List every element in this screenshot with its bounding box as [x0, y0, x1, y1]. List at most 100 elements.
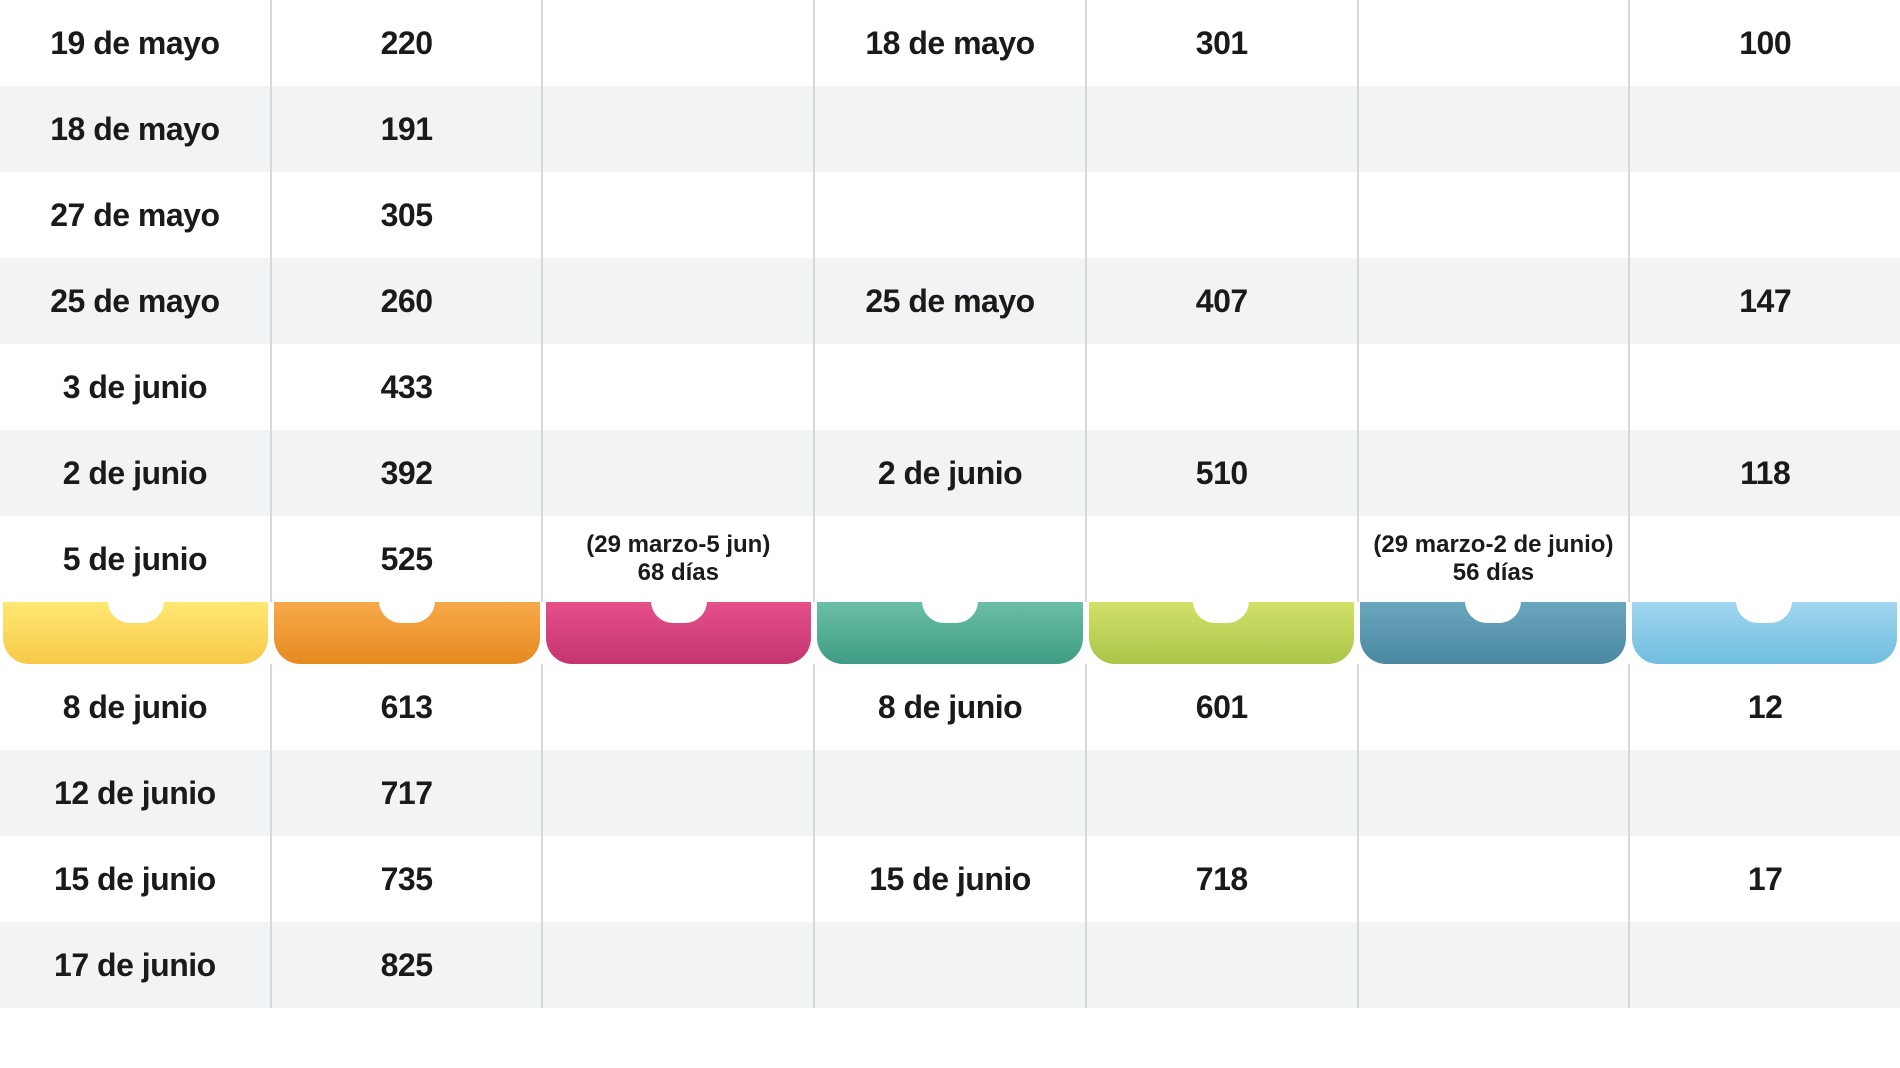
band-1 [3, 602, 268, 664]
date-cell: 5 de junio [63, 541, 207, 578]
table-cell: 433 [271, 344, 543, 430]
table-row: 19 de mayo 220 18 de mayo 301 100 [0, 0, 1900, 86]
table-cell [1358, 258, 1630, 344]
value-cell: 220 [381, 25, 433, 62]
date-cell: 12 de junio [54, 775, 216, 812]
table-cell: 27 de mayo [0, 172, 271, 258]
date-cell: 18 de mayo [865, 25, 1034, 62]
date-cell: 27 de mayo [50, 197, 219, 234]
table-cell: 100 [1629, 0, 1900, 86]
table-row: 25 de mayo26025 de mayo407147 [0, 258, 1900, 344]
table-cell: 19 de mayo [0, 0, 271, 86]
value-cell: 407 [1196, 283, 1248, 320]
table-cell [1358, 664, 1630, 750]
value-cell: 301 [1196, 25, 1248, 62]
value-cell: 191 [381, 111, 433, 148]
table-cell [1086, 172, 1358, 258]
table-cell: 191 [271, 86, 543, 172]
table-cell [1358, 430, 1630, 516]
table-cell: 118 [1629, 430, 1900, 516]
table-cell [542, 258, 814, 344]
date-cell: 8 de junio [63, 689, 207, 726]
date-cell: 8 de junio [878, 689, 1022, 726]
table-cell [542, 344, 814, 430]
note-line-2: 56 días [1373, 559, 1613, 587]
date-cell: 2 de junio [63, 455, 207, 492]
table-cell: 717 [271, 750, 543, 836]
table-top: 19 de mayo22018 de mayo30110018 de mayo1… [0, 0, 1900, 602]
value-cell: 601 [1196, 689, 1248, 726]
table-row: 17 de junio 825 [0, 922, 1900, 1008]
table-cell [542, 172, 814, 258]
table-cell: 17 de junio [0, 922, 271, 1008]
value-cell: 433 [381, 369, 433, 406]
table-cell [1086, 86, 1358, 172]
table-cell: 260 [271, 258, 543, 344]
table-row: 3 de junio 433 [0, 344, 1900, 430]
date-cell: 17 de junio [54, 947, 216, 984]
value-cell: 17 [1748, 861, 1783, 898]
table-cell: 392 [271, 430, 543, 516]
band-2 [274, 602, 539, 664]
table-cell: 25 de mayo [0, 258, 271, 344]
band-6 [1360, 602, 1625, 664]
table-cell [542, 664, 814, 750]
table-cell [1086, 344, 1358, 430]
table-cell [814, 86, 1086, 172]
table-row: 18 de mayo 191 [0, 86, 1900, 172]
value-cell: 305 [381, 197, 433, 234]
table-cell: (29 marzo-2 de junio)56 días [1358, 516, 1630, 602]
table-cell: 601 [1086, 664, 1358, 750]
table-cell: 407 [1086, 258, 1358, 344]
table-cell: 613 [271, 664, 543, 750]
value-cell: 735 [381, 861, 433, 898]
table-bottom: 8 de junio6138 de junio6011212 de junio7… [0, 664, 1900, 1008]
table-cell [1358, 172, 1630, 258]
note-line-2: 68 días [586, 559, 770, 587]
note-line-1: (29 marzo-2 de junio) [1373, 531, 1613, 558]
table-cell: 301 [1086, 0, 1358, 86]
table-cell [1629, 344, 1900, 430]
value-cell: 613 [381, 689, 433, 726]
table-cell: 525 [271, 516, 543, 602]
color-band-row [0, 602, 1900, 664]
table-cell [814, 172, 1086, 258]
table-cell: 18 de mayo [0, 86, 271, 172]
table-cell: 220 [271, 0, 543, 86]
date-cell: 25 de mayo [50, 283, 219, 320]
table-cell [542, 922, 814, 1008]
table-cell [542, 86, 814, 172]
value-cell: 392 [381, 455, 433, 492]
value-cell: 147 [1739, 283, 1791, 320]
table-cell [1358, 0, 1630, 86]
band-7 [1632, 602, 1897, 664]
table-row: 5 de junio525(29 marzo-5 jun)68 días(29 … [0, 516, 1900, 602]
table-cell [1086, 750, 1358, 836]
table-cell: 8 de junio [814, 664, 1086, 750]
table-cell [1086, 922, 1358, 1008]
value-cell: 510 [1196, 455, 1248, 492]
date-cell: 3 de junio [63, 369, 207, 406]
table-cell [1629, 86, 1900, 172]
date-cell: 2 de junio [878, 455, 1022, 492]
table-cell [1358, 836, 1630, 922]
table-cell: 15 de junio [0, 836, 271, 922]
table-cell [542, 430, 814, 516]
table-cell [1629, 922, 1900, 1008]
table-cell [1358, 750, 1630, 836]
table-row: 27 de mayo 305 [0, 172, 1900, 258]
table-cell [1358, 344, 1630, 430]
date-cell: 19 de mayo [50, 25, 219, 62]
table-row: 2 de junio 392 2 de junio 510 118 [0, 430, 1900, 516]
value-cell: 825 [381, 947, 433, 984]
table-cell [814, 750, 1086, 836]
table-cell [542, 750, 814, 836]
table-cell: 5 de junio [0, 516, 271, 602]
table-row: 12 de junio 717 [0, 750, 1900, 836]
table-cell [542, 0, 814, 86]
table-cell [814, 516, 1086, 602]
value-cell: 717 [381, 775, 433, 812]
table-cell [814, 344, 1086, 430]
note-cell: (29 marzo-2 de junio)56 días [1373, 531, 1613, 586]
value-cell: 718 [1196, 861, 1248, 898]
